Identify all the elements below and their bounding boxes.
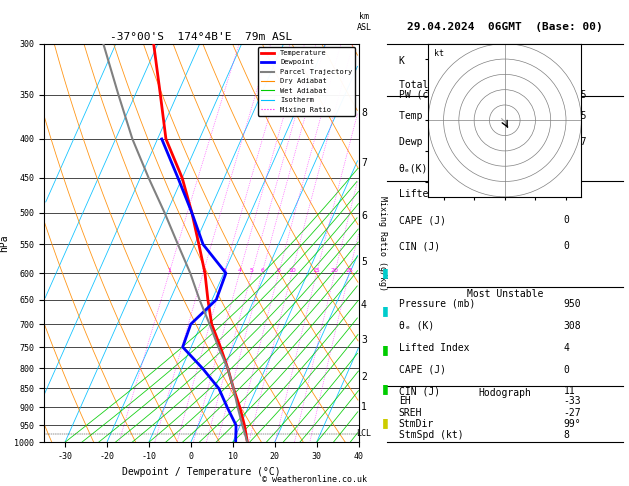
Text: θₑ (K): θₑ (K) (399, 321, 434, 330)
Text: ▮: ▮ (382, 266, 389, 278)
Text: 10.7: 10.7 (564, 138, 587, 147)
Text: K: K (399, 56, 404, 66)
Text: CIN (J): CIN (J) (399, 241, 440, 251)
Text: CAPE (J): CAPE (J) (399, 215, 445, 225)
Text: 10: 10 (288, 268, 296, 273)
Text: 4: 4 (564, 343, 570, 353)
Text: 3: 3 (361, 335, 367, 346)
Legend: Temperature, Dewpoint, Parcel Trajectory, Dry Adiabat, Wet Adiabat, Isotherm, Mi: Temperature, Dewpoint, Parcel Trajectory… (258, 47, 355, 116)
Text: 950: 950 (564, 299, 581, 309)
Text: 1.75: 1.75 (564, 89, 587, 100)
Title: -37°00'S  174°4B'E  79m ASL: -37°00'S 174°4B'E 79m ASL (110, 32, 292, 42)
Text: SREH: SREH (399, 408, 422, 417)
Text: 308: 308 (564, 321, 581, 330)
Text: 8: 8 (564, 430, 570, 440)
Text: 5: 5 (564, 189, 570, 199)
Text: Lifted Index: Lifted Index (399, 343, 469, 353)
Text: -33: -33 (564, 397, 581, 406)
Text: StmDir: StmDir (399, 419, 434, 429)
Text: Surface: Surface (484, 102, 525, 111)
Text: 2: 2 (361, 372, 367, 382)
Text: LCL: LCL (357, 429, 371, 438)
Text: 11: 11 (564, 386, 576, 397)
Text: 8: 8 (361, 108, 367, 118)
Text: ▮: ▮ (382, 305, 389, 317)
Text: 1: 1 (167, 268, 171, 273)
Text: ▮: ▮ (382, 417, 389, 429)
Text: ▮: ▮ (382, 382, 389, 395)
Text: StmSpd (kt): StmSpd (kt) (399, 430, 463, 440)
Text: Dewp (°C): Dewp (°C) (399, 138, 452, 147)
Text: 7: 7 (564, 56, 570, 66)
Text: km
ASL: km ASL (357, 12, 371, 32)
Text: θₑ(K): θₑ(K) (399, 163, 428, 174)
X-axis label: Dewpoint / Temperature (°C): Dewpoint / Temperature (°C) (122, 467, 281, 477)
Text: 13.5: 13.5 (564, 111, 587, 122)
Text: 6: 6 (260, 268, 264, 273)
Text: 4: 4 (361, 300, 367, 310)
Text: 7: 7 (361, 158, 367, 168)
Text: 46: 46 (564, 80, 576, 89)
Text: 6: 6 (361, 211, 367, 221)
Text: Pressure (mb): Pressure (mb) (399, 299, 475, 309)
Text: 29.04.2024  06GMT  (Base: 00): 29.04.2024 06GMT (Base: 00) (407, 21, 603, 32)
Text: 307: 307 (564, 163, 581, 174)
Text: 5: 5 (361, 257, 367, 267)
Text: 2: 2 (201, 268, 205, 273)
Text: 3: 3 (222, 268, 226, 273)
Text: 20: 20 (331, 268, 338, 273)
Text: 0: 0 (564, 241, 570, 251)
Text: Totals Totals: Totals Totals (399, 80, 475, 89)
Text: 4: 4 (238, 268, 242, 273)
Text: 1: 1 (361, 402, 367, 413)
Text: Mixing Ratio (g/kg): Mixing Ratio (g/kg) (378, 195, 387, 291)
Text: 0: 0 (564, 215, 570, 225)
Text: 0: 0 (564, 364, 570, 375)
Text: Hodograph: Hodograph (478, 388, 532, 399)
Text: Most Unstable: Most Unstable (467, 289, 543, 299)
Text: kt: kt (435, 49, 444, 58)
Text: 99°: 99° (564, 419, 581, 429)
Text: 25: 25 (345, 268, 353, 273)
Y-axis label: hPa: hPa (0, 234, 9, 252)
Text: Lifted Index: Lifted Index (399, 189, 469, 199)
Text: ▮: ▮ (382, 344, 389, 356)
Text: 5: 5 (250, 268, 253, 273)
Text: CIN (J): CIN (J) (399, 386, 440, 397)
Text: 8: 8 (277, 268, 281, 273)
Text: CAPE (J): CAPE (J) (399, 364, 445, 375)
Text: PW (cm): PW (cm) (399, 89, 440, 100)
Text: 15: 15 (313, 268, 321, 273)
Text: EH: EH (399, 397, 410, 406)
Text: © weatheronline.co.uk: © weatheronline.co.uk (262, 474, 367, 484)
Text: -27: -27 (564, 408, 581, 417)
Text: Temp (°C): Temp (°C) (399, 111, 452, 122)
